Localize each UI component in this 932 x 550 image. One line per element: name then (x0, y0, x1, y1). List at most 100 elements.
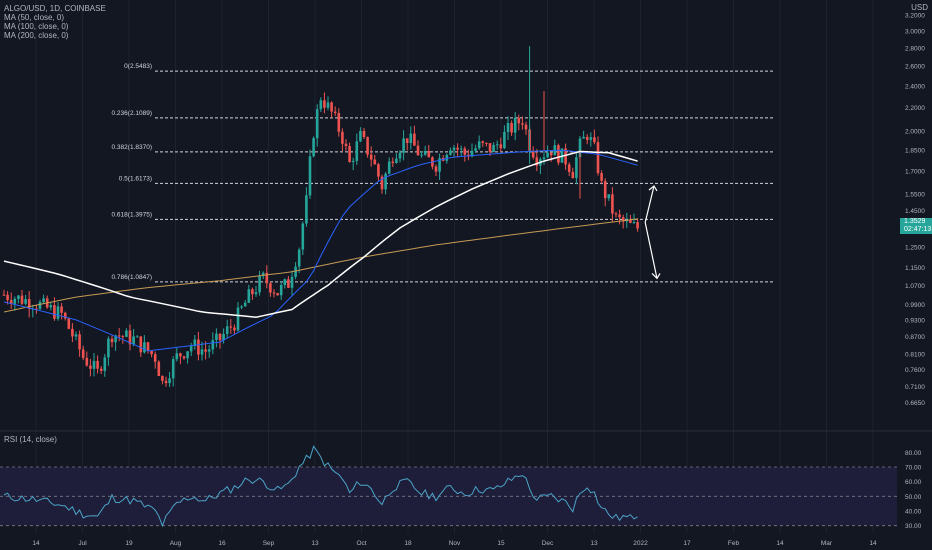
candle-body (535, 157, 539, 166)
candle-body (348, 146, 351, 162)
y-tick-label: 3.2000 (905, 12, 925, 19)
candle-body (405, 138, 409, 143)
candle-body (326, 102, 330, 108)
y-tick-label: 2.0000 (905, 128, 925, 135)
candle-body (564, 148, 567, 165)
candle-body (377, 164, 380, 177)
candle-body (395, 158, 398, 163)
candle-body (517, 117, 521, 124)
candle-body (524, 124, 528, 130)
x-tick-label: 2022 (633, 540, 648, 547)
currency-label: USD (911, 3, 928, 12)
candle-body (614, 213, 618, 215)
candle-body (308, 156, 312, 196)
candle-body (330, 102, 333, 112)
fib-level-label: 0.382(1.8370) (112, 144, 152, 151)
x-tick-label: 13 (590, 540, 598, 547)
x-tick-label: 14 (776, 540, 784, 547)
y-tick-label: 1.8500 (905, 148, 925, 155)
y-tick-label: 0.6650 (905, 400, 925, 407)
candle-body (63, 312, 67, 319)
candle-body (171, 359, 175, 379)
candle-body (589, 137, 593, 140)
candle-body (492, 144, 495, 152)
x-tick-label: 14 (869, 540, 877, 547)
candle-body (499, 144, 503, 149)
y-tick-label: 1.7000 (905, 169, 925, 176)
candle-body (182, 356, 186, 359)
x-tick-label: 14 (32, 540, 40, 547)
candle-body (225, 326, 229, 334)
candle-body (168, 378, 171, 384)
candle-body (269, 283, 272, 293)
candle-body (276, 293, 279, 296)
fib-level-label: 0.236(2.1089) (112, 110, 152, 117)
candle-body (503, 131, 506, 149)
projection-arrows[interactable] (644, 185, 661, 280)
legend-rsi: RSI (14, close) (4, 435, 57, 444)
rsi-tick-label: 80.00 (905, 450, 922, 457)
axes: 3.2000 3.0000 2.8000 2.6000 2.4000 2.2000 2.00… (32, 12, 925, 547)
candle-body (366, 136, 369, 155)
candle-body (251, 289, 254, 295)
candle-body (200, 349, 204, 355)
candle-body (315, 109, 319, 139)
x-tick-label: Sep (263, 540, 275, 547)
candle-body (193, 339, 197, 347)
rsi-tick-label: 70.00 (905, 465, 922, 472)
legend-ma50: MA (50, close, 0) (4, 13, 65, 22)
candle-body (319, 100, 323, 110)
candle-body (114, 335, 117, 343)
candle-body (2, 294, 6, 296)
candle-body (449, 150, 452, 155)
candle-body (204, 349, 207, 352)
candle-body (423, 151, 427, 155)
candle-body (611, 194, 614, 214)
rsi-tick-label: 30.00 (905, 523, 922, 530)
grid-lines (0, 0, 932, 533)
candle-body (81, 349, 85, 358)
candle-body (35, 308, 38, 310)
arrow-up-head (648, 185, 658, 192)
candle-body (67, 318, 71, 329)
candle-body (135, 336, 139, 338)
fib-level-label: 0.618(1.3975) (112, 211, 152, 218)
candle-body (600, 173, 603, 181)
candle-body (189, 346, 193, 352)
y-tick-label: 0.7100 (905, 384, 925, 391)
candle-body (571, 171, 575, 179)
candle-body (305, 195, 308, 224)
fib-retracement[interactable]: 0(2.5483) 0.236(2.1089) 0.382(1.8370) 0.5(1… (112, 63, 775, 283)
candle-body (402, 138, 405, 153)
candle-body (416, 145, 420, 156)
candle-body (510, 123, 513, 133)
candle-body (143, 342, 146, 353)
y-tick-label: 1.2500 (905, 244, 925, 251)
candle-body (243, 302, 247, 307)
candle-body (89, 365, 92, 369)
candle-body (20, 295, 24, 304)
candle-body (542, 157, 546, 160)
candle-body (197, 339, 200, 355)
candle-body (513, 117, 517, 133)
x-tick-label: 13 (311, 540, 319, 547)
candle-body (150, 351, 153, 355)
y-tick-label: 1.4500 (905, 208, 925, 215)
candle-body (531, 150, 535, 158)
arrow-up-line (644, 185, 655, 223)
rsi-tick-label: 40.00 (905, 509, 922, 516)
candle-body (359, 130, 362, 142)
candle-body (629, 219, 632, 223)
candle-body (618, 214, 621, 218)
candle-body (301, 223, 305, 250)
candle-body (297, 249, 301, 267)
candle-body (74, 334, 78, 337)
candle-body (549, 152, 553, 156)
candle-body (312, 138, 315, 157)
countdown-tag: 02:47:13 (900, 226, 932, 235)
candle-body (384, 173, 387, 190)
candle-body (56, 306, 60, 319)
candle-body (632, 222, 636, 224)
x-tick-label: 16 (218, 540, 226, 547)
